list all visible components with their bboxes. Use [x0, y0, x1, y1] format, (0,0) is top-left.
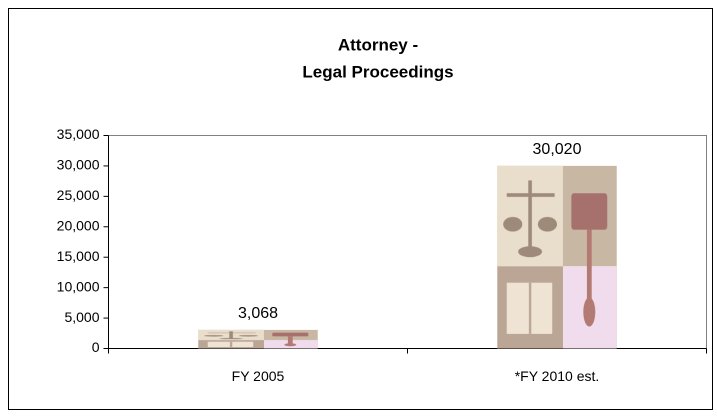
y-tick-label: 0	[92, 339, 100, 355]
y-tick-label: 10,000	[57, 278, 100, 294]
x-tick-label: *FY 2010 est.	[515, 368, 600, 384]
x-tick-label: FY 2005	[232, 368, 285, 384]
y-tick-label: 15,000	[57, 248, 100, 264]
y-tick-label: 25,000	[57, 187, 100, 203]
y-tick-label: 20,000	[57, 217, 100, 233]
chart-title: Attorney -	[338, 35, 418, 54]
bar	[497, 165, 617, 349]
data-label: 3,068	[238, 305, 278, 322]
chart-title: Legal Proceedings	[302, 62, 453, 81]
y-tick-label: 5,000	[64, 309, 99, 325]
bar	[198, 329, 318, 349]
data-label: 30,020	[533, 141, 582, 158]
y-tick-label: 35,000	[57, 126, 100, 142]
y-tick-label: 30,000	[57, 157, 100, 173]
